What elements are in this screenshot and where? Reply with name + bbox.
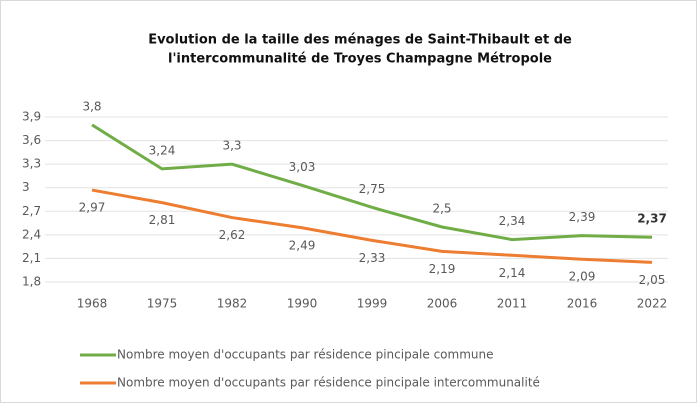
y-tick-label: 2,1 — [22, 251, 41, 265]
chart-title: l'intercommunalité de Troyes Champagne M… — [168, 52, 552, 67]
data-label: 2,49 — [289, 238, 316, 252]
data-label: 2,14 — [499, 266, 526, 280]
data-label: 2,81 — [149, 213, 176, 227]
legend-label: Nombre moyen d'occupants par résidence p… — [117, 376, 540, 390]
data-label: 2,34 — [499, 214, 526, 228]
x-tick-label: 2006 — [427, 297, 458, 311]
x-tick-label: 1975 — [147, 297, 178, 311]
x-tick-label: 2011 — [497, 297, 528, 311]
data-label: 3,24 — [149, 143, 176, 157]
data-label: 3,3 — [222, 139, 241, 153]
y-tick-label: 3 — [22, 180, 30, 194]
data-label: 2,39 — [569, 210, 596, 224]
data-label: 2,05 — [639, 273, 666, 287]
data-label: 2,62 — [219, 228, 246, 242]
x-tick-label: 2016 — [567, 297, 598, 311]
y-tick-label: 2,4 — [22, 227, 41, 241]
data-label: 2,37 — [637, 212, 667, 226]
x-tick-label: 1982 — [217, 297, 248, 311]
chart-title: Evolution de la taille des ménages de Sa… — [148, 33, 572, 48]
x-tick-label: 1968 — [77, 297, 108, 311]
y-tick-label: 2,7 — [22, 204, 41, 218]
data-label: 2,5 — [432, 202, 451, 216]
series-line — [91, 188, 653, 264]
x-tick-label: 2022 — [637, 297, 668, 311]
series-line — [91, 123, 653, 242]
x-tick-label: 1990 — [287, 297, 318, 311]
data-label: 3,8 — [82, 99, 101, 113]
data-label: 3,03 — [289, 160, 316, 174]
y-tick-label: 3,6 — [22, 133, 41, 147]
legend-label: Nombre moyen d'occupants par résidence p… — [117, 348, 494, 362]
y-tick-label: 3,3 — [22, 157, 41, 171]
data-label: 2,33 — [359, 251, 386, 265]
data-label: 2,97 — [79, 201, 106, 215]
data-label: 2,75 — [359, 182, 386, 196]
y-tick-label: 3,9 — [22, 110, 41, 124]
y-tick-label: 1,8 — [22, 275, 41, 289]
data-label: 2,19 — [429, 262, 456, 276]
x-tick-label: 1999 — [357, 297, 388, 311]
data-label: 2,09 — [569, 270, 596, 284]
